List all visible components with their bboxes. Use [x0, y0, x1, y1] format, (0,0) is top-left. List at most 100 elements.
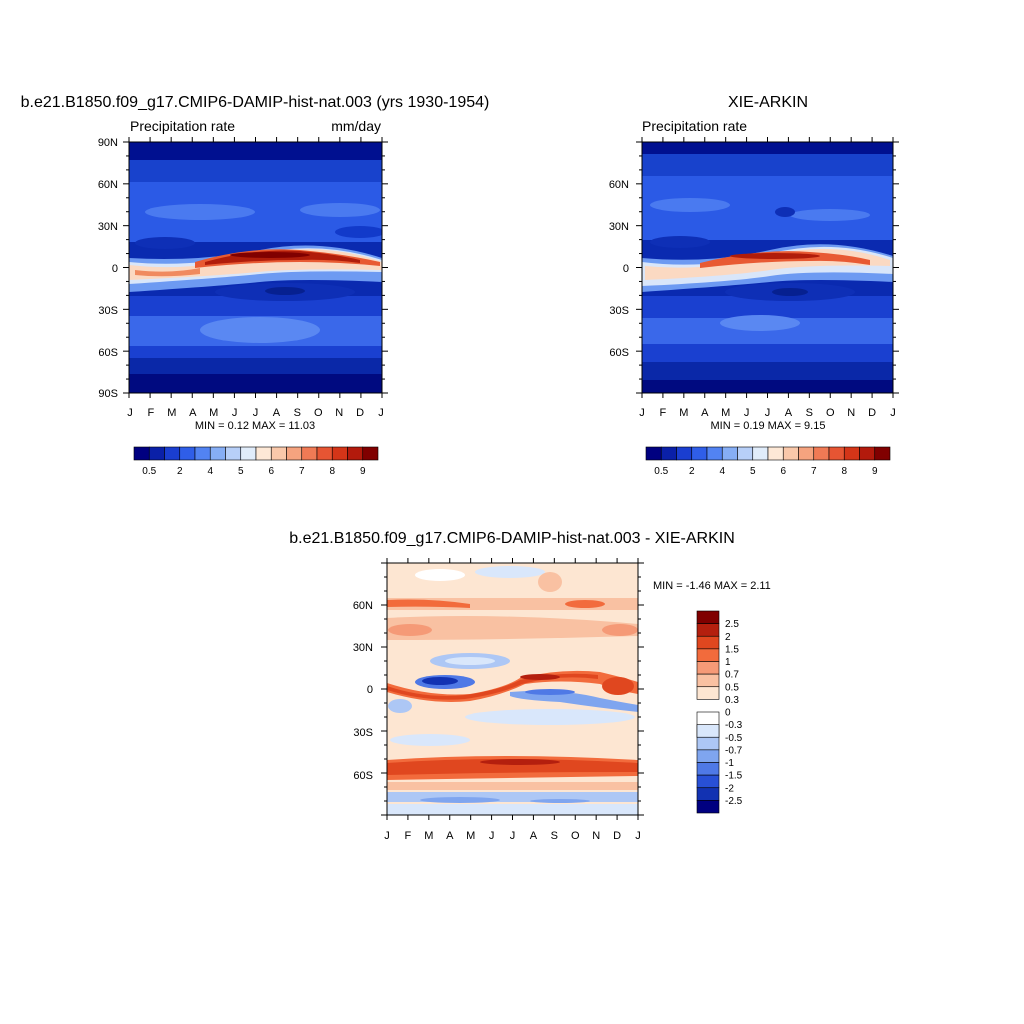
colorbar-swatch [737, 446, 754, 461]
colorbar-swatch [240, 446, 257, 461]
colorbar-label: 5 [750, 466, 756, 477]
colorbar-label: 7 [299, 466, 305, 477]
colorbar-label: -0.3 [725, 720, 743, 731]
x-tick-label: J [765, 407, 771, 419]
panel-difference: b.e21.B1850.f09_g17.CMIP6-DAMIP-hist-nat… [289, 530, 771, 842]
x-tick-label: A [785, 407, 793, 419]
colorbar-swatch [676, 446, 693, 461]
colorbar-label: -0.5 [725, 733, 743, 744]
colorbar-swatch [721, 446, 738, 461]
colorbar-swatch [843, 446, 860, 461]
colorbar-swatch [828, 446, 845, 461]
colorbar-label: 0 [725, 708, 731, 719]
colorbar-swatch [209, 446, 226, 461]
colorbar-swatch [301, 446, 318, 461]
colorbar: 2.5 21.5 1 0.70.5 0.3 0-0.3 -0.5-0.7 -1 -1.5-2 -2… [696, 610, 743, 814]
colorbar-swatch [706, 446, 723, 461]
colorbar-swatch [696, 774, 720, 789]
colorbar-swatch [331, 446, 348, 461]
y-tick-label: 60N [353, 600, 373, 612]
colorbar-swatch [179, 446, 196, 461]
colorbar-swatch [696, 736, 720, 751]
axis-ticks [381, 558, 644, 820]
x-tick-label: M [424, 830, 433, 842]
y-tick-label: 0 [367, 684, 373, 696]
colorbar-label: 4 [719, 466, 725, 477]
x-tick-label: F [148, 407, 155, 419]
colorbar-label: 1 [725, 657, 731, 668]
x-tick-label: M [167, 407, 176, 419]
x-tick-label: J [744, 407, 750, 419]
x-tick-label: N [847, 407, 855, 419]
colorbar-label: 0.5 [142, 466, 156, 477]
variable-label: Precipitation rate [642, 118, 747, 134]
colorbar-swatch [696, 661, 720, 675]
y-axis: 90N 60N 30N 0 30S 60S 90S [98, 137, 118, 400]
y-tick-label: 0 [623, 263, 629, 275]
y-tick-label: 30N [609, 221, 629, 233]
x-tick-label: A [189, 407, 197, 419]
panel-title: b.e21.B1850.f09_g17.CMIP6-DAMIP-hist-nat… [289, 530, 735, 547]
x-tick-label: J [639, 407, 645, 419]
colorbar-label: 1.5 [725, 644, 739, 655]
x-tick-label: A [446, 830, 454, 842]
x-tick-label: J [489, 830, 495, 842]
colorbar-swatch [691, 446, 708, 461]
x-tick-label: J [510, 830, 516, 842]
colorbar-label: 0.5 [654, 466, 668, 477]
x-tick-label: N [335, 407, 343, 419]
x-tick-label: M [721, 407, 730, 419]
colorbar-label: -0.7 [725, 745, 743, 756]
x-tick-label: J [890, 407, 896, 419]
colorbar: 0.5 2 4 5 6 7 8 9 [645, 446, 891, 477]
colorbar-label: -1.5 [725, 771, 743, 782]
x-tick-label: A [530, 830, 538, 842]
x-tick-label: O [571, 830, 580, 842]
panel-model: b.e21.B1850.f09_g17.CMIP6-DAMIP-hist-nat… [21, 94, 490, 477]
x-tick-label: A [701, 407, 709, 419]
colorbar-swatch [347, 446, 364, 461]
x-tick-label: J [378, 407, 384, 419]
x-tick-label: O [826, 407, 835, 419]
x-tick-label: O [314, 407, 323, 419]
colorbar-swatch [767, 446, 784, 461]
x-tick-label: M [466, 830, 475, 842]
colorbar-swatch [813, 446, 830, 461]
colorbar-label: 5 [238, 466, 244, 477]
colorbar-swatch [133, 446, 150, 461]
y-tick-label: 90N [98, 137, 118, 149]
y-tick-label: 60S [609, 347, 629, 359]
colorbar-label: 6 [268, 466, 274, 477]
panel-observations: XIE-ARKIN Precipitation rate [609, 94, 899, 477]
colorbar-label: 8 [841, 466, 847, 477]
colorbar-label: 4 [207, 466, 213, 477]
x-tick-label: J [253, 407, 259, 419]
y-tick-label: 60N [98, 179, 118, 191]
colorbar-label: 9 [360, 466, 366, 477]
colorbar-swatch [798, 446, 815, 461]
colorbar-label: 0.3 [725, 695, 739, 706]
y-tick-label: 60S [98, 347, 118, 359]
x-tick-label: J [635, 830, 641, 842]
y-tick-label: 30N [353, 642, 373, 654]
colorbar-swatch [859, 446, 876, 461]
colorbar-label: 2 [177, 466, 183, 477]
x-tick-label: N [592, 830, 600, 842]
contour-field [387, 563, 638, 815]
x-tick-label: F [660, 407, 667, 419]
units-label: mm/day [331, 118, 381, 134]
min-max-label: MIN = 0.19 MAX = 9.15 [711, 420, 826, 432]
colorbar-swatch [696, 648, 720, 662]
colorbar-swatch [696, 787, 720, 801]
y-tick-label: 60S [353, 770, 373, 782]
colorbar-swatch [225, 446, 242, 461]
colorbar-swatch [286, 446, 303, 461]
colorbar-label: 9 [872, 466, 878, 477]
colorbar-swatch [874, 446, 891, 461]
colorbar-label: 8 [329, 466, 335, 477]
y-tick-label: 0 [112, 263, 118, 275]
colorbar-swatch [782, 446, 799, 461]
